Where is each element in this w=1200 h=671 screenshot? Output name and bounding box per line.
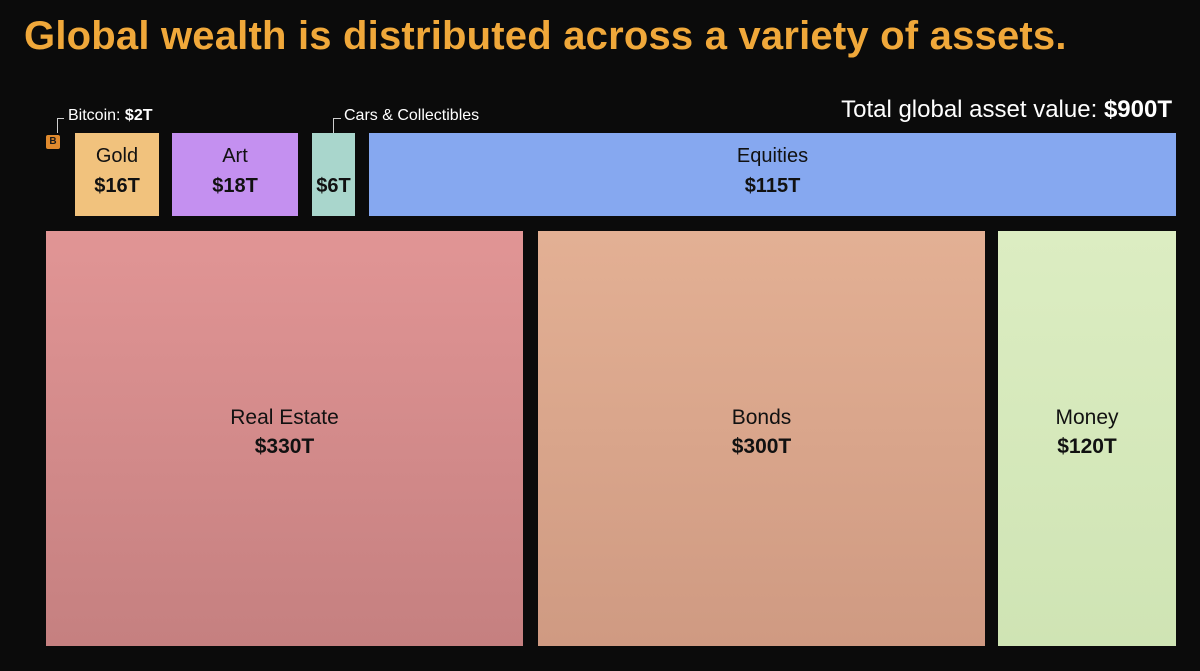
tile-cars-collectibles-value: $6T <box>316 175 350 197</box>
tile-equities-name: Equities <box>737 145 808 167</box>
tile-equities-value: $115T <box>745 175 801 197</box>
bitcoin-callout-label: Bitcoin: <box>68 107 121 124</box>
cars-callout-bracket <box>333 118 341 133</box>
tile-art-value: $18T <box>212 175 258 197</box>
tile-real-estate <box>46 231 523 646</box>
tile-real-estate-value: $330T <box>255 435 315 458</box>
cars-callout-label: Cars & Collectibles <box>344 107 480 124</box>
bitcoin-icon: B <box>46 135 60 149</box>
tile-real-estate-name: Real Estate <box>230 406 339 429</box>
tile-gold-name: Gold <box>96 145 138 167</box>
total-asset-value: Total global asset value: $900T <box>841 96 1172 124</box>
tile-art-name: Art <box>222 145 248 167</box>
bitcoin-callout-bracket <box>57 118 64 133</box>
tile-gold-value: $16T <box>94 175 140 197</box>
tile-bonds-name: Bonds <box>732 406 792 429</box>
tile-cars-collectibles <box>312 133 355 216</box>
cars-callout: Cars & Collectibles <box>344 107 479 125</box>
tile-money <box>998 231 1176 646</box>
page-title: Global wealth is distributed across a va… <box>24 14 1067 58</box>
bitcoin-callout: Bitcoin: $2T <box>68 107 153 125</box>
total-label: Total global asset value: <box>841 96 1098 123</box>
tile-equities <box>369 133 1176 216</box>
total-value: $900T <box>1103 96 1172 123</box>
tile-gold <box>75 133 159 216</box>
tile-art <box>172 133 298 216</box>
tile-bonds-value: $300T <box>732 435 792 458</box>
tile-bonds <box>538 231 985 646</box>
bitcoin-callout-value: $2T <box>124 107 153 124</box>
tile-money-name: Money <box>1055 406 1119 429</box>
tile-money-value: $120T <box>1057 435 1117 458</box>
